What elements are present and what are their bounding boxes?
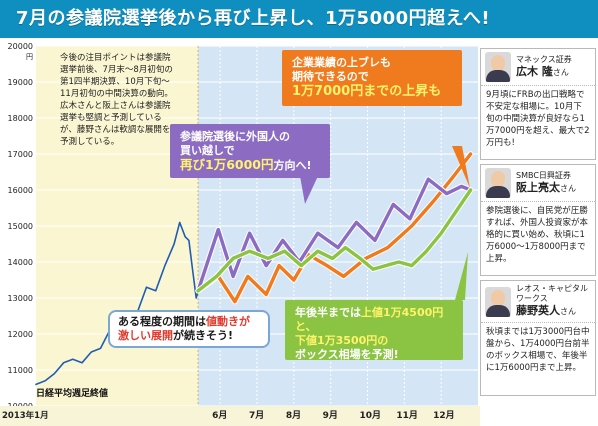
x-first-label: 2013年1月 [2, 410, 49, 421]
avatar [485, 168, 511, 198]
x-month-label: 10月 [360, 410, 382, 421]
orange-callout-line3: 1万7000円までの上昇も [292, 84, 442, 99]
analyst-firm: レオス・キャピタルワークス [516, 284, 588, 303]
analyst-comment: 参院選後に、自民党が圧勝すれば、外国人投資家が本格的に買い始め、秋頃に1万600… [486, 206, 589, 264]
white-callout-line1-highlight: 値動きが [206, 315, 250, 328]
y-tick-label: 13000 [8, 294, 33, 303]
green-callout-line2: 下値1万3500円の [295, 334, 389, 347]
y-tick-label: 15000 [8, 222, 33, 231]
white-callout: ある程度の期間は値動きが 激しい展開が続きそう! [108, 310, 270, 348]
analyst-name: 広木 隆 [516, 64, 553, 78]
series-line-green [196, 188, 473, 293]
purple-callout: 参議院選後に外国人の 買い越しで 再び1万6000円方向へ! [170, 124, 330, 178]
orange-callout-pointer [452, 146, 470, 188]
x-month-label: 6月 [212, 410, 227, 421]
y-tick-label: 14000 [8, 258, 33, 267]
analyst-header: レオス・キャピタルワークス 藤野英人さん [481, 281, 595, 323]
y-unit-label: 円 [26, 53, 33, 61]
analyst-firm: SMBC日興証券 [516, 170, 571, 180]
avatar [485, 52, 511, 82]
purple-callout-highlight: 再び1万6000円 [180, 157, 274, 172]
white-callout-line1-lead: ある程度の期間は [118, 315, 206, 328]
y-tick-label: 11000 [8, 366, 33, 375]
analyst-box-sakaue: SMBC日興証券 阪上亮太さん 参院選後に、自民党が圧勝すれば、外国人投資家が本… [480, 164, 596, 276]
green-callout-line3: ボックス相場を予測! [295, 348, 399, 361]
x-axis-band [0, 406, 480, 426]
analyst-box-fujino: レオス・キャピタルワークス 藤野英人さん 秋頃までは1万3000円台中盤から、1… [480, 280, 596, 396]
chart-title: 7月の参議院選挙後から再び上昇し、1万5000円超えへ! [0, 0, 598, 38]
white-callout-line2-tail: が続きそう! [173, 329, 234, 342]
analyst-header: SMBC日興証券 阪上亮太さん [481, 165, 595, 202]
y-tick-label: 12000 [8, 330, 33, 339]
intro-note: 今後の注目ポイントは参議院選挙前後、7月末〜8月初旬の第1四半期決算、10月下旬… [60, 53, 173, 147]
analyst-comment: 9月頃にFRBの出口戦略で不安定な相場に。10月下旬の中間決算が良好なら1万70… [486, 90, 590, 148]
orange-callout-line2: 期待できるので [292, 70, 369, 83]
analyst-honorific: さん [560, 183, 576, 193]
analyst-box-hiroki: マネックス証券 広木 隆さん 9月頃にFRBの出口戦略で不安定な相場に。10月下… [480, 48, 596, 160]
green-callout-line1: 年後半までは上値1万4500円と、 [295, 306, 453, 334]
green-callout-line1-lead: 年後半までは [295, 306, 361, 319]
purple-callout-line1: 参議院選後に外国人の [180, 130, 290, 143]
white-callout-line2: 激しい展開が続きそう! [118, 329, 260, 343]
y-tick-label: 20000 [8, 42, 33, 51]
analyst-honorific: さん [552, 67, 569, 77]
orange-callout-line1: 企業業績の上ブレも [292, 56, 391, 69]
x-month-label: 9月 [323, 410, 338, 421]
series-line-orange [196, 152, 473, 304]
x-month-label: 7月 [249, 410, 264, 421]
analyst-honorific: さん [560, 307, 576, 316]
white-callout-line1: ある程度の期間は値動きが [118, 315, 260, 329]
white-callout-line2-highlight: 激しい展開 [118, 329, 173, 342]
analyst-comment: 秋頃までは1万3000円台中盤から、1万4000円台前半のボックス相場で、年後半… [486, 327, 590, 373]
y-tick-label: 19000 [8, 78, 33, 87]
analyst-firm: マネックス証券 [516, 54, 572, 64]
y-tick-label: 17000 [8, 150, 33, 159]
x-month-label: 12月 [433, 410, 455, 421]
x-month-label: 11月 [396, 410, 418, 421]
y-tick-label: 16000 [8, 186, 33, 195]
green-callout-line1-highlight: 上値1万4500円と、 [295, 306, 444, 333]
purple-callout-tail: 方向へ! [273, 159, 312, 172]
nikkei-series-label: 日経平均週足終値 [36, 389, 109, 399]
green-callout: 年後半までは上値1万4500円と、 下値1万3500円の ボックス相場を予測! [285, 300, 463, 361]
analyst-name: 藤野英人 [516, 304, 560, 317]
green-callout-pointer [455, 252, 468, 300]
y-tick-label: 18000 [8, 114, 33, 123]
series-line-purple [196, 177, 473, 293]
x-month-label: 8月 [286, 410, 301, 421]
purple-callout-line3: 再び1万6000円方向へ! [180, 158, 320, 173]
analyst-header: マネックス証券 広木 隆さん [481, 49, 595, 86]
orange-callout: 企業業績の上ブレも 期待できるので 1万7000円までの上昇も [282, 50, 462, 106]
purple-callout-pointer [300, 176, 318, 204]
purple-callout-line2: 買い越しで [180, 144, 235, 157]
avatar [485, 286, 511, 317]
analyst-name: 阪上亮太 [516, 180, 560, 194]
